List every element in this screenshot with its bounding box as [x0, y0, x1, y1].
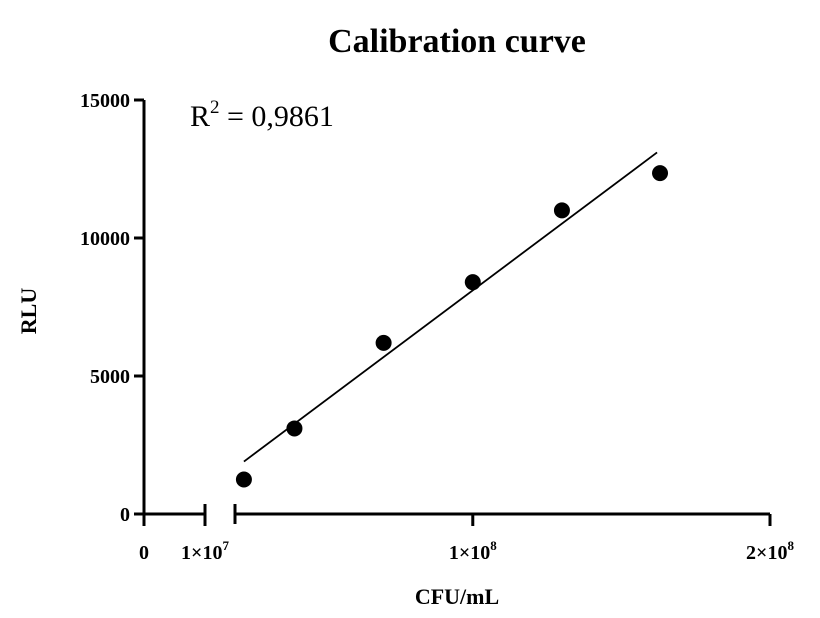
data-point [375, 334, 392, 351]
data-points [235, 165, 669, 488]
chart-title: Calibration curve [328, 23, 586, 60]
r-squared-annotation: R2 = 0,9861 [190, 97, 334, 133]
x-tick-label: 2×108 [746, 538, 794, 564]
fit-line-group [243, 151, 658, 463]
y-axis-label: RLU [16, 288, 41, 335]
y-tick-label: 0 [120, 504, 130, 526]
svg-text:R2 = 0,9861: R2 = 0,9861 [190, 97, 334, 133]
fit-line [243, 151, 658, 463]
y-tick-label: 15000 [80, 90, 130, 112]
y-axis-ticks: 0 5000 10000 15000 [80, 90, 144, 526]
data-point [652, 165, 669, 182]
data-point [286, 420, 303, 437]
r-squared-superscript: 2 [210, 97, 220, 118]
data-point [235, 471, 252, 488]
x-tick-label: 1×108 [449, 538, 497, 564]
y-tick-label: 10000 [80, 228, 130, 250]
y-tick-label: 5000 [90, 366, 130, 388]
x-axis-ticks: 0 1×107 1×108 2×108 [139, 514, 794, 564]
data-point [464, 274, 481, 291]
x-tick-label: 0 [139, 542, 149, 564]
x-tick-label: 1×107 [181, 538, 229, 564]
r-squared-symbol: R [190, 100, 210, 133]
data-point [553, 202, 570, 219]
x-axis-label: CFU/mL [415, 584, 499, 609]
axes [142, 100, 770, 524]
r-squared-value: = 0,9861 [220, 100, 334, 133]
